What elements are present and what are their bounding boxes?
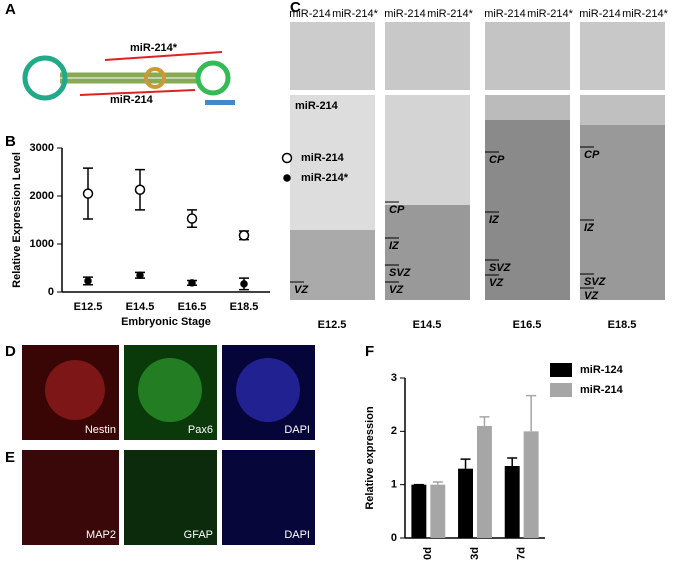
layer-label: SVZ [389, 267, 412, 279]
layer-label: VZ [584, 290, 599, 302]
x-axis-label: Embryonic Stage [121, 316, 211, 328]
bar [458, 468, 473, 538]
error-bar [526, 394, 537, 432]
layer-label: VZ [294, 284, 309, 296]
x-tick-label: E16.5 [178, 301, 207, 313]
legend-label: miR-214* [301, 172, 349, 184]
point [238, 230, 250, 241]
column-header: miR-214 [289, 8, 331, 20]
bar [477, 426, 492, 538]
y-tick-label: 3 [391, 372, 397, 384]
layer-label: CP [389, 204, 405, 216]
layer-label: SVZ [584, 276, 607, 288]
strand-label: miR-214 [110, 94, 154, 106]
bar [504, 466, 520, 538]
point [136, 271, 144, 279]
layer-label: CP [584, 149, 600, 161]
stain-label: DAPI [284, 424, 310, 436]
stain-label: DAPI [284, 529, 310, 541]
brain-images [22, 22, 665, 545]
error-bar [507, 457, 518, 466]
point [240, 280, 248, 288]
panel-letter: C [290, 0, 301, 16]
layer-label: IZ [489, 214, 500, 226]
column-header: miR-214* [622, 8, 669, 20]
layer-label: IZ [584, 222, 595, 234]
stain-label: MAP2 [86, 529, 116, 541]
y-axis-label: Relative Expression Level [11, 152, 23, 288]
legend-label: miR-214 [580, 384, 624, 396]
layer-label: IZ [389, 240, 400, 252]
legend-label: miR-214 [301, 152, 345, 164]
strand-label: miR-214* [130, 42, 178, 54]
panel-letter: A [5, 1, 16, 18]
y-tick-label: 3000 [30, 142, 54, 154]
point [134, 184, 146, 196]
x-tick-label: E18.5 [230, 301, 259, 313]
y-tick-label: 2 [391, 425, 397, 437]
x-tick-label: E12.5 [74, 301, 103, 313]
column-header: miR-214 [484, 8, 526, 20]
y-tick-label: 1000 [30, 238, 54, 250]
column-header: miR-214 [384, 8, 426, 20]
point [188, 279, 196, 287]
stain-label: Pax6 [188, 424, 213, 436]
stage-label: E16.5 [513, 319, 542, 331]
panel-letter: B [5, 133, 16, 150]
hairpin-art [22, 51, 235, 105]
legend-swatch [550, 383, 572, 397]
x-tick-label: 3d [469, 547, 481, 560]
column-header: miR-214* [527, 8, 574, 20]
panel-letter: E [5, 449, 15, 466]
y-tick-label: 2000 [30, 190, 54, 202]
y-tick-label: 1 [391, 479, 397, 491]
section-title: miR-214 [295, 100, 339, 112]
column-header: miR-214* [332, 8, 379, 20]
stain-label: Nestin [85, 424, 116, 436]
bar [523, 431, 539, 538]
error-bar [432, 481, 443, 485]
error-bar [479, 416, 490, 426]
column-header: miR-214* [427, 8, 474, 20]
legend-label: miR-124 [580, 364, 624, 376]
legend-marker [283, 174, 291, 182]
x-tick-label: E14.5 [126, 301, 155, 313]
layer-label: CP [489, 154, 505, 166]
error-bar [460, 458, 471, 469]
layer-label: VZ [489, 277, 504, 289]
panel-letter: D [5, 343, 16, 360]
y-tick-label: 0 [391, 532, 397, 544]
x-tick-label: 7d [516, 547, 528, 560]
stage-label: E18.5 [608, 319, 637, 331]
bar [430, 484, 446, 538]
stage-label: E12.5 [318, 319, 347, 331]
layer-label: VZ [389, 284, 404, 296]
stage-label: E14.5 [413, 319, 442, 331]
stain-label: GFAP [184, 529, 213, 541]
panel-letter: F [365, 343, 374, 360]
bar [411, 484, 427, 538]
y-tick-label: 0 [48, 286, 54, 298]
column-header: miR-214 [579, 8, 621, 20]
y-axis-label: Relative expression [364, 406, 376, 510]
point [186, 213, 198, 224]
point [82, 188, 94, 199]
point [84, 277, 92, 285]
legend-swatch [550, 363, 572, 377]
layer-label: SVZ [489, 262, 512, 274]
legend-marker [281, 152, 293, 164]
x-tick-label: 0d [422, 547, 434, 560]
